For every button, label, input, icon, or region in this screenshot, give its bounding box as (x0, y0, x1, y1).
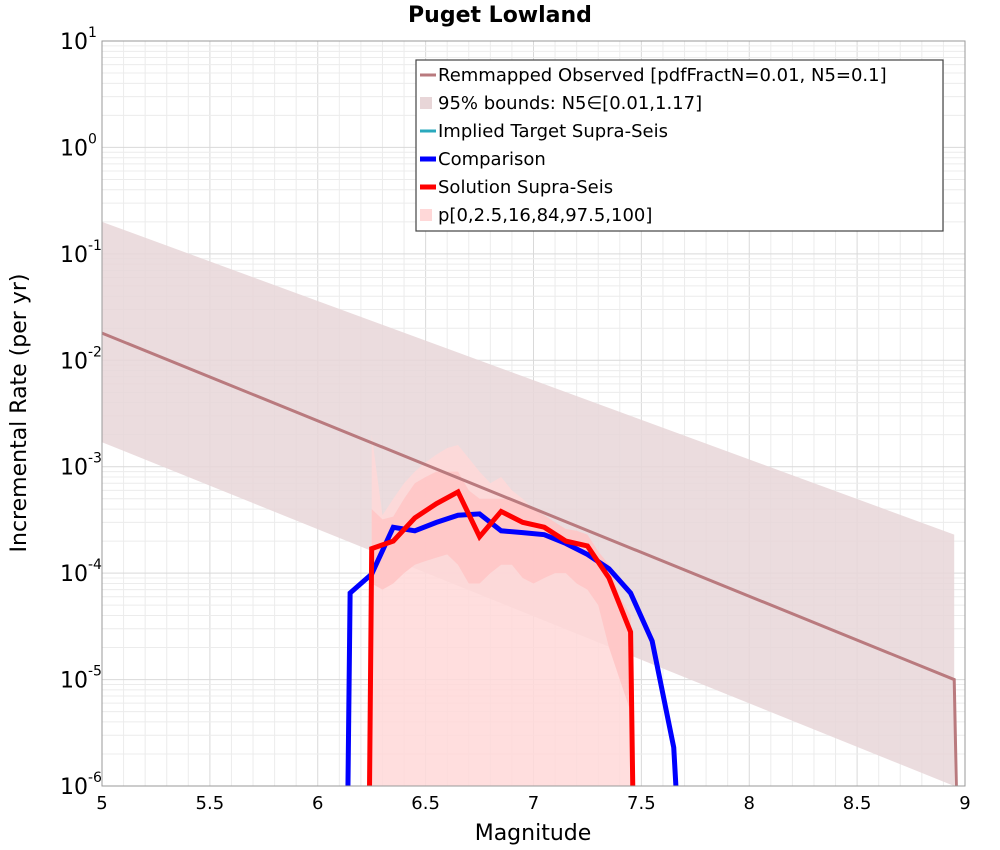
x-tick-label: 6 (312, 793, 323, 814)
y-tick-label: 101 (60, 25, 97, 55)
x-tick-label: 7 (528, 793, 539, 814)
x-tick-label: 8 (744, 793, 755, 814)
x-axis: 5 5.5 6 6.5 7 7.5 8 8.5 9 (96, 793, 970, 814)
plot-frame (101, 40, 966, 787)
y-tick-label: 10-3 (60, 451, 102, 481)
y-tick-label: 10-4 (60, 557, 102, 587)
chart-title: Puget Lowland (408, 3, 592, 28)
series-line-0 (101, 331, 958, 787)
y-axis-label: Incremental Rate (per yr) (7, 274, 32, 553)
legend: Remmapped Observed [pdfFractN=0.01, N5=0… (415, 59, 944, 232)
x-tick-label: 8.5 (843, 793, 872, 814)
series-line-4 (345, 511, 679, 787)
y-tick-label: 10-6 (60, 770, 102, 800)
x-tick-label: 6.5 (411, 793, 440, 814)
y-tick-label: 10-2 (60, 344, 102, 374)
plot-area (101, 40, 966, 787)
legend-swatch (420, 97, 432, 109)
y-tick-label: 100 (60, 131, 97, 161)
legend-label: Implied Target Supra-Seis (438, 121, 668, 142)
x-tick-label: 9 (959, 793, 970, 814)
legend-label: Comparison (438, 149, 546, 170)
x-axis-label: Magnitude (475, 821, 592, 846)
y-axis: 10-6 10-5 10-4 10-3 10-2 10-1 100 101 (60, 25, 102, 800)
x-tick-label: 5 (96, 793, 107, 814)
legend-label: p[0,2.5,16,84,97.5,100] (438, 205, 652, 226)
series-line-5 (367, 488, 636, 787)
x-tick-label: 7.5 (627, 793, 656, 814)
y-tick-label: 10-1 (60, 238, 102, 268)
legend-box (415, 59, 944, 232)
series-band-3 (371, 471, 631, 712)
legend-label: Solution Supra-Seis (438, 177, 613, 198)
x-tick-label: 5.5 (196, 793, 225, 814)
legend-label: Remmapped Observed [pdfFractN=0.01, N5=0… (438, 65, 887, 86)
legend-label: 95% bounds: N5∈[0.01,1.17] (438, 93, 702, 114)
legend-swatch (420, 209, 432, 221)
y-tick-label: 10-5 (60, 664, 102, 694)
